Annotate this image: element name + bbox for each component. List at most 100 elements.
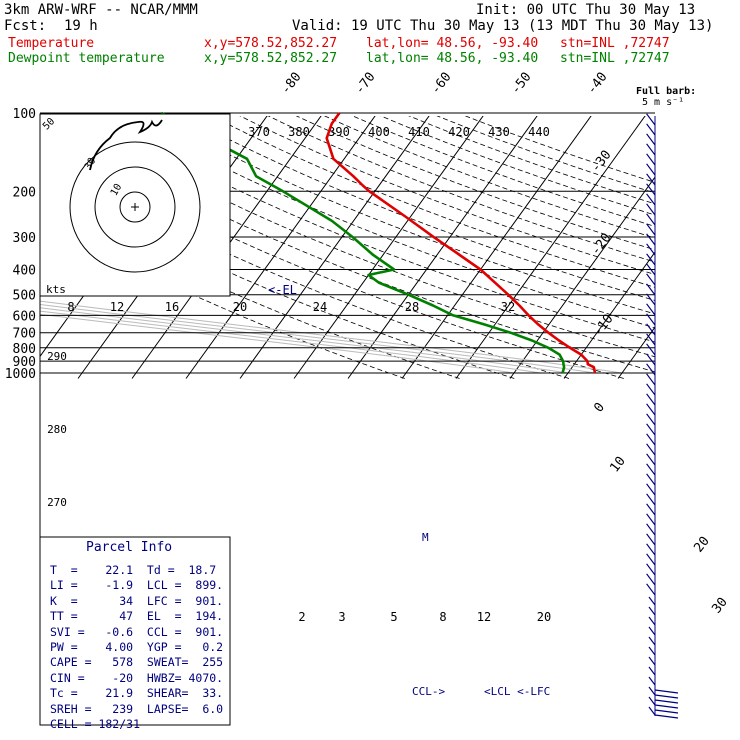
wind-barb (646, 333, 656, 346)
parcel-info-row: CELL = 182/31 (50, 717, 141, 732)
mixing-ratio-label-8: 8 (67, 300, 74, 314)
wind-barb (648, 696, 656, 706)
isotherm-label-0: 0 (591, 400, 608, 415)
dry-adiabat (98, 116, 655, 343)
wind-barb (648, 646, 656, 656)
dry-adiabat (183, 116, 655, 301)
wind-barb (648, 676, 656, 686)
theta-label-420: 420 (448, 125, 470, 139)
wind-barb (646, 523, 656, 536)
wind-barb (646, 433, 656, 446)
wind-barb (646, 513, 656, 526)
mixing-ratio-low-label-5: 5 (390, 610, 397, 624)
wind-barb (646, 133, 656, 146)
isotherm-label--20: -20 (588, 231, 614, 259)
parcel-info-row: LI = -1.9 LCL = 899. (50, 578, 224, 593)
ccl-marker: CCL-> (412, 685, 446, 698)
mixing-ratio-label-32: 32 (501, 300, 515, 314)
pressure-label-300: 300 (13, 231, 36, 246)
isotherm-line (347, 116, 538, 379)
theta-label-440: 440 (528, 125, 550, 139)
wind-barb (646, 553, 656, 566)
wind-barb (648, 656, 656, 666)
isotherm-line (726, 113, 740, 379)
wind-barb (646, 123, 656, 136)
wind-barb (646, 463, 656, 476)
wind-barb (646, 283, 656, 296)
isotherm-line (401, 116, 592, 379)
forecast-hour: 19 h (64, 18, 98, 34)
mixing-ratio-low-label-2: 2 (298, 610, 305, 624)
isotherm-label--30: -30 (588, 148, 614, 176)
model-title: 3km ARW-WRF -- NCAR/MMM (4, 2, 198, 18)
mixing-ratio-label-16: 16 (165, 300, 179, 314)
temperature-station: stn=INL ,72747 (560, 36, 670, 51)
theta-left-label-270: 270 (47, 496, 67, 509)
dewpoint-xy: x,y=578.52,852.27 (204, 51, 338, 66)
wind-barb (646, 143, 656, 156)
wind-barb-low (654, 714, 679, 719)
el-marker: <-EL (268, 283, 297, 297)
dry-adiabat (239, 116, 655, 275)
isotherm-label--40: -40 (584, 70, 610, 98)
hodo-ring-label-10: 10 (109, 182, 125, 198)
isotherm-line (509, 176, 655, 379)
wind-barb-low (654, 694, 679, 699)
wind-barb (646, 473, 656, 486)
temperature-legend: Temperature (8, 36, 95, 51)
dry-adiabat (351, 116, 655, 227)
dry-adiabat (40, 193, 460, 379)
isotherm-line (617, 326, 655, 379)
hodograph-trace (89, 119, 163, 171)
temperature-latlon: lat,lon= 48.56, -93.40 (366, 36, 539, 51)
theta-left-label-280: 280 (47, 423, 67, 436)
pressure-label-900: 900 (13, 355, 36, 370)
valid-time: Valid: 19 UTC Thu 30 May 13 (13 MDT Thu … (292, 18, 714, 34)
wind-barb (646, 193, 656, 206)
pressure-label-800: 800 (13, 342, 36, 357)
dry-adiabat (295, 116, 655, 251)
wind-barb (646, 573, 656, 586)
dry-adiabat (211, 116, 655, 288)
pressure-label-400: 400 (13, 264, 36, 279)
mixing-ratio-low-label-8: 8 (439, 610, 446, 624)
wind-barb (646, 213, 656, 226)
mixing-ratio-low-label-12: 12 (477, 610, 491, 624)
wind-barb (646, 373, 656, 386)
wind-barb-low (654, 689, 679, 694)
dewpoint-station: stn=INL ,72747 (560, 51, 670, 66)
isotherm-line (672, 113, 740, 379)
isotherm-label-20: 20 (691, 534, 712, 556)
isotherm-label--50: -50 (508, 70, 534, 98)
wind-barb (646, 543, 656, 556)
theta-left-label-290: 290 (47, 350, 67, 363)
dry-adiabat (436, 116, 655, 194)
wind-barb (646, 253, 656, 266)
wind-barb (646, 153, 656, 166)
hodo-ring-label-30: 30 (83, 156, 99, 172)
wind-barb-low (654, 709, 679, 714)
isotherm-label-30: 30 (709, 595, 730, 617)
parcel-info-box (39, 536, 231, 726)
isotherm-label--80: -80 (278, 70, 304, 98)
wind-barb (646, 343, 656, 356)
wind-barb (646, 493, 656, 506)
pressure-label-600: 600 (13, 309, 36, 324)
dewpoint-profile-line (160, 111, 566, 374)
wind-barb (646, 243, 656, 256)
pressure-label-700: 700 (13, 327, 36, 342)
theta-label-370: 370 (248, 125, 270, 139)
mixing-ratio-label-12: 12 (110, 300, 124, 314)
init-time: Init: 00 UTC Thu 30 May 13 (476, 2, 696, 18)
mixing-ratio-label-24: 24 (313, 300, 327, 314)
theta-label-390: 390 (328, 125, 350, 139)
isotherm-line (239, 116, 430, 379)
wind-barb (646, 443, 656, 456)
wind-barb (646, 163, 656, 176)
dry-adiabat (267, 116, 655, 263)
wind-barb (648, 596, 656, 606)
pressure-label-500: 500 (13, 289, 36, 304)
wind-barb (646, 453, 656, 466)
wind-barb (646, 223, 656, 236)
isotherm-label--70: -70 (352, 70, 378, 98)
